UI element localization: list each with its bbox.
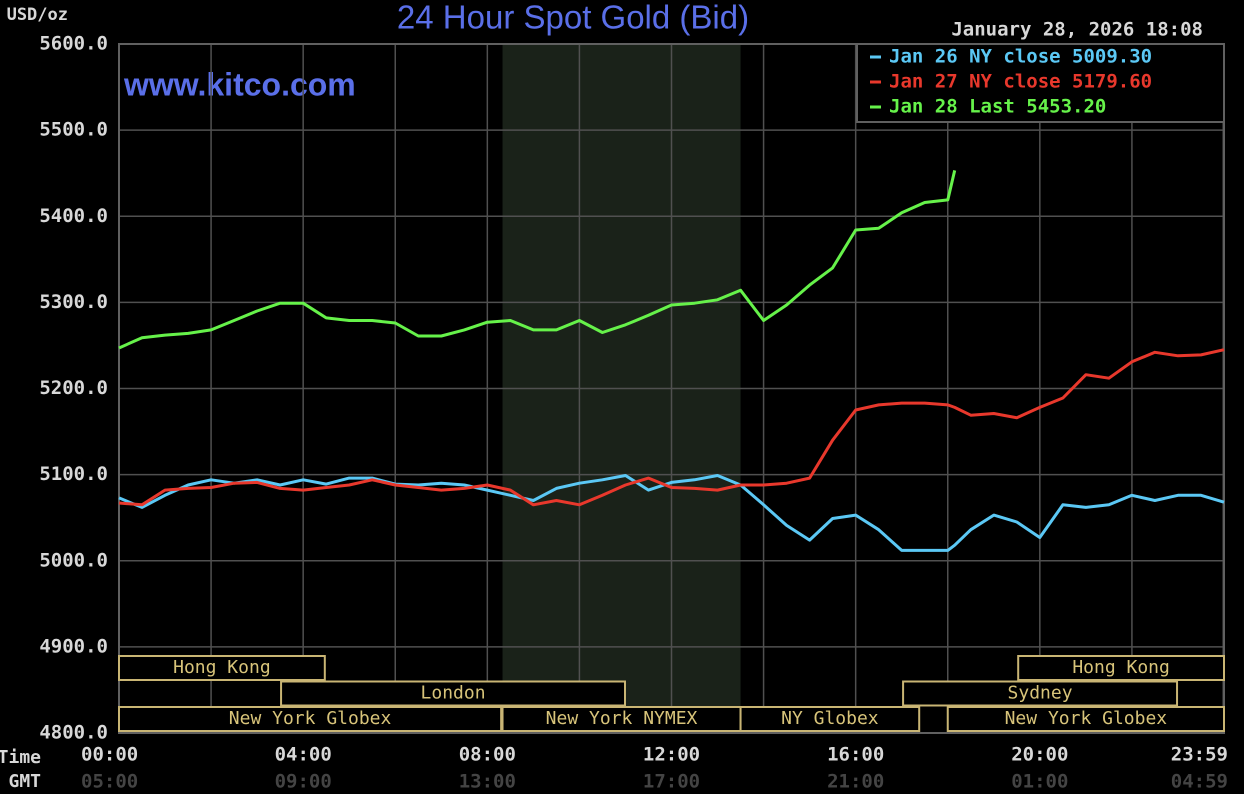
x-tick-label-gmt: 01:00 (1011, 771, 1068, 793)
x-tick-label: 16:00 (827, 744, 884, 766)
row-label: NY Time (0, 747, 41, 768)
y-tick-label: 5100.0 (39, 463, 108, 485)
series-line (118, 170, 957, 350)
x-tick-label: 00:00 (81, 744, 138, 766)
y-tick-label: 5300.0 (39, 291, 108, 313)
plot-frame (118, 43, 1225, 734)
y-tick-label: 5500.0 (39, 119, 108, 141)
session-bar (280, 680, 626, 707)
x-tick-label-gmt: 04:59 (1171, 771, 1228, 793)
y-tick-label: 4900.0 (39, 635, 108, 657)
series-line (118, 348, 1225, 507)
session-label: New York Globex (229, 708, 392, 729)
x-tick-label-gmt: 09:00 (275, 771, 332, 793)
row-label: GMT (8, 771, 41, 792)
y-tick-label: 5400.0 (39, 205, 108, 227)
session-bar (739, 706, 921, 732)
x-tick-label: 12:00 (643, 744, 700, 766)
x-tick-label: 20:00 (1011, 744, 1068, 766)
x-tick-label: 08:00 (459, 744, 516, 766)
x-tick-label: 04:00 (275, 744, 332, 766)
session-label: Hong Kong (173, 657, 271, 678)
watermark: www.kitco.com (123, 66, 356, 102)
legend-box (856, 43, 1225, 123)
session-label: Sydney (1008, 683, 1073, 704)
session-bar (946, 706, 1225, 732)
x-tick-label-gmt: 21:00 (827, 771, 884, 793)
session-bar (118, 655, 326, 681)
session-bar (1017, 655, 1225, 681)
legend-label: Jan 27 NY close 5179.60 (889, 71, 1152, 93)
timestamp: January 28, 2026 18:08 (951, 19, 1203, 41)
x-tick-label-gmt: 05:00 (81, 771, 138, 793)
y-tick-label: 5600.0 (39, 33, 108, 55)
session-label: London (421, 683, 486, 704)
x-tick-label: 23:59 (1171, 744, 1228, 766)
y-tick-label: 5200.0 (39, 377, 108, 399)
x-tick-label-gmt: 17:00 (643, 771, 700, 793)
session-label: NY Globex (781, 708, 879, 729)
session-bar (501, 706, 742, 732)
chart-title: 24 Hour Spot Gold (Bid) (397, 0, 749, 36)
session-label: New York NYMEX (546, 708, 698, 729)
session-bar (902, 680, 1179, 707)
y-tick-label: 5000.0 (39, 549, 108, 571)
series-line (118, 474, 1225, 552)
session-label: Hong Kong (1072, 657, 1170, 678)
session-label: New York Globex (1005, 708, 1168, 729)
legend-label: Jan 28 Last 5453.20 (889, 96, 1106, 118)
x-tick-label-gmt: 13:00 (459, 771, 516, 793)
session-bar (118, 706, 503, 732)
y-axis-label: USD/oz (7, 5, 68, 25)
legend-label: Jan 26 NY close 5009.30 (889, 46, 1152, 68)
y-tick-label: 4800.0 (39, 722, 108, 744)
